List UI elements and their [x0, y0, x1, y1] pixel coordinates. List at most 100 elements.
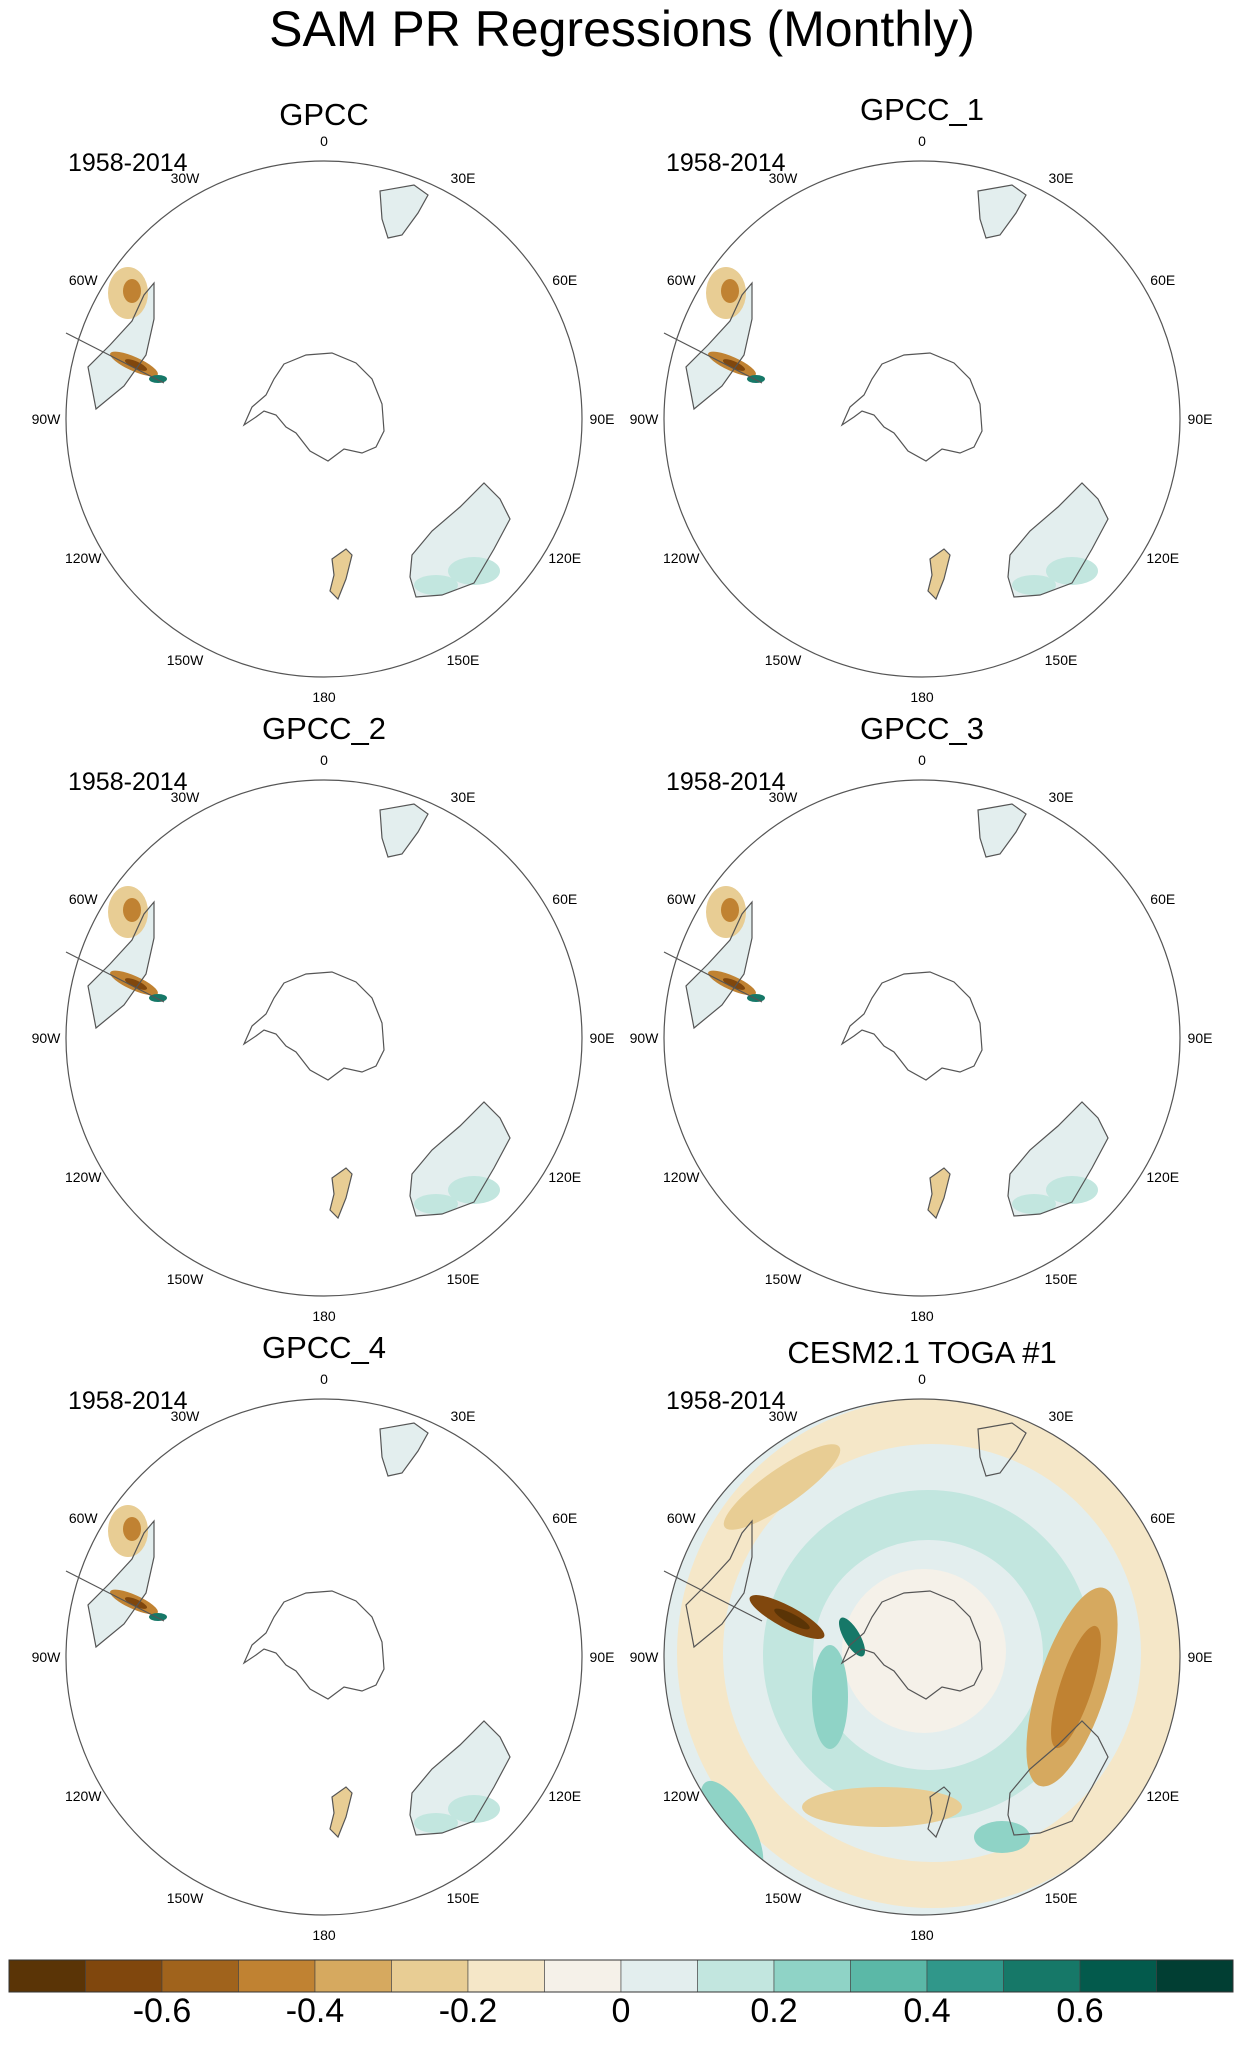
- coastline: [927, 548, 951, 601]
- coastline: [840, 352, 983, 462]
- regression-field: [686, 804, 1108, 1218]
- map-panel: [663, 1398, 1181, 1916]
- coastline: [840, 1590, 983, 1700]
- longitude-label: 120W: [64, 1169, 102, 1185]
- longitude-label: 30E: [1048, 170, 1074, 187]
- longitude-label: 60W: [666, 1510, 696, 1526]
- colorbar-tick-label: 0.6: [1056, 1992, 1104, 2030]
- longitude-label: 30E: [1048, 1408, 1074, 1425]
- period-label: 1958-2014: [68, 768, 188, 796]
- panel-title: CESM2.1 TOGA #1: [787, 1335, 1057, 1370]
- longitude-label: 30W: [170, 789, 200, 806]
- colorbar: [8, 1959, 1234, 1993]
- longitude-label: 90E: [589, 1649, 615, 1665]
- period-label: 1958-2014: [666, 768, 786, 796]
- coastline: [329, 1167, 353, 1220]
- coastline: [65, 332, 165, 384]
- coastline: [65, 951, 165, 1003]
- longitude-label: 0: [320, 133, 328, 149]
- coastline: [329, 1786, 353, 1839]
- longitude-label: 0: [320, 1371, 328, 1387]
- period-label: 1958-2014: [666, 1387, 786, 1415]
- longitude-label: 90E: [589, 411, 615, 427]
- longitude-label: 90E: [1187, 411, 1213, 427]
- colorbar-tick-label: -0.2: [438, 1992, 498, 2030]
- coastline: [927, 1167, 951, 1220]
- map-panel: [65, 1398, 583, 1916]
- coastline: [840, 971, 983, 1081]
- colorbar-swatch: [161, 1959, 239, 1993]
- longitude-label: 180: [312, 689, 336, 705]
- longitude-label: 30W: [768, 1408, 798, 1425]
- coastline: [329, 548, 353, 601]
- coastline: [379, 803, 429, 858]
- coastline: [977, 184, 1027, 239]
- colorbar-tick-label: 0.2: [750, 1992, 798, 2030]
- coastline: [1007, 1101, 1109, 1217]
- coastline: [242, 971, 385, 1081]
- map-border: [65, 160, 583, 678]
- coastline: [685, 1519, 753, 1649]
- colorbar-swatch: [85, 1959, 163, 1993]
- coastline: [977, 1422, 1027, 1477]
- colorbar-swatch: [8, 1959, 86, 1993]
- colorbar-tick-label: -0.6: [132, 1992, 192, 2030]
- regression-field: [664, 1399, 1180, 1915]
- colorbar-swatch: [238, 1959, 316, 1993]
- longitude-label: 60W: [666, 272, 696, 288]
- longitude-label: 90E: [589, 1030, 615, 1046]
- longitude-label: 120W: [64, 550, 102, 566]
- longitude-label: 30W: [170, 1408, 200, 1425]
- longitude-label: 60W: [666, 891, 696, 907]
- coastline: [927, 1786, 951, 1839]
- longitude-label: 120E: [1146, 1169, 1180, 1185]
- period-label: 1958-2014: [68, 149, 188, 177]
- colorbar-tick-label: 0: [611, 1992, 631, 2030]
- longitude-label: 0: [918, 752, 926, 768]
- longitude-label: 150E: [1044, 1889, 1078, 1906]
- panel-title: GPCC: [279, 97, 369, 132]
- longitude-label: 60W: [68, 1510, 98, 1526]
- coastline: [65, 1570, 165, 1622]
- colorbar-tick-label: -0.4: [285, 1992, 345, 2030]
- longitude-label: 180: [910, 689, 934, 705]
- period-label: 1958-2014: [68, 1387, 188, 1415]
- longitude-label: 60E: [552, 1510, 578, 1526]
- longitude-label: 30W: [170, 170, 200, 187]
- coastline: [663, 332, 763, 384]
- colorbar-swatch: [391, 1959, 469, 1993]
- colorbar-swatch: [926, 1959, 1004, 1993]
- coastline: [409, 1101, 511, 1217]
- colorbar-swatch: [467, 1959, 545, 1993]
- longitude-label: 60W: [68, 891, 98, 907]
- longitude-label: 90W: [31, 1030, 61, 1046]
- longitude-label: 150W: [166, 1889, 204, 1906]
- longitude-label: 30W: [768, 789, 798, 806]
- colorbar-swatch: [544, 1959, 622, 1993]
- coastline: [1007, 482, 1109, 598]
- longitude-label: 120E: [1146, 550, 1180, 566]
- longitude-label: 120W: [662, 1788, 700, 1804]
- longitude-label: 30E: [450, 1408, 476, 1425]
- panel-title: GPCC_3: [859, 711, 985, 746]
- colorbar-swatch: [1156, 1959, 1234, 1993]
- longitude-label: 120W: [662, 550, 700, 566]
- colorbar-swatch: [620, 1959, 698, 1993]
- longitude-label: 180: [312, 1927, 336, 1943]
- period-label: 1958-2014: [666, 149, 786, 177]
- longitude-label: 150W: [166, 1270, 204, 1287]
- longitude-label: 30E: [1048, 789, 1074, 806]
- colorbar-swatch: [773, 1959, 851, 1993]
- longitude-label: 150E: [446, 1889, 480, 1906]
- coastline: [685, 281, 753, 411]
- longitude-label: 90W: [31, 1649, 61, 1665]
- map-panel: [663, 160, 1181, 678]
- longitude-label: 90W: [629, 1030, 659, 1046]
- colorbar-swatch: [1003, 1959, 1081, 1993]
- coastline: [977, 803, 1027, 858]
- colorbar-swatch: [697, 1959, 775, 1993]
- longitude-label: 150E: [446, 1270, 480, 1287]
- coastline: [685, 900, 753, 1030]
